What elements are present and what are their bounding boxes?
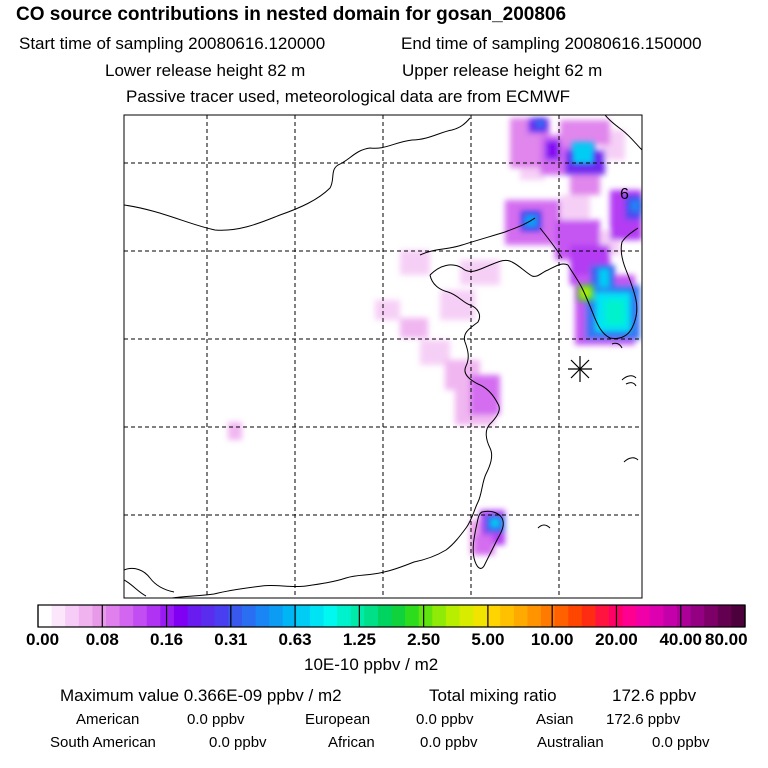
region-value: 0.0 ppbv xyxy=(652,734,710,751)
colorbar-swatch xyxy=(391,605,406,627)
receptor-marker xyxy=(568,356,592,382)
colorbar-tick-label: 1.25 xyxy=(342,630,376,649)
region-name: Asian xyxy=(536,711,574,728)
colorbar-swatch xyxy=(663,605,678,627)
colorbar-swatch xyxy=(513,605,529,627)
colorbar-swatch xyxy=(473,605,488,627)
colorbar-tick-label: 10.00 xyxy=(530,630,574,649)
colorbar-swatch xyxy=(255,605,270,627)
colorbar-swatch xyxy=(432,605,447,627)
region-name: African xyxy=(328,734,375,751)
region-name: American xyxy=(76,711,140,728)
upper-release-label: Upper release height 62 m xyxy=(402,61,603,80)
colorbar-swatch xyxy=(309,605,325,627)
colorbar-swatch xyxy=(445,605,461,627)
plot-title: CO source contributions in nested domain… xyxy=(16,4,567,25)
colorbar-swatch xyxy=(377,605,393,627)
region-value: 0.0 ppbv xyxy=(416,711,474,728)
colorbar-swatch xyxy=(105,605,121,627)
colorbar-swatch xyxy=(173,605,189,627)
region-value: 172.6 ppbv xyxy=(606,711,681,728)
colorbar-tick-label: 0.63 xyxy=(278,630,312,649)
colorbar-swatch xyxy=(119,605,134,627)
colorbar-swatch xyxy=(337,605,352,627)
colorbar-swatch xyxy=(527,605,542,627)
colorbar-swatch xyxy=(214,605,229,627)
colorbar-swatch xyxy=(78,605,93,627)
colorbar-swatch xyxy=(731,605,746,627)
colorbar-swatch xyxy=(690,605,705,627)
coastlines xyxy=(124,115,642,598)
colorbar-swatch xyxy=(677,605,692,627)
colorbar-swatch xyxy=(269,605,284,627)
start-time-label: Start time of sampling 20080616.120000 xyxy=(19,34,326,53)
colorbar-tick-label: 5.00 xyxy=(471,630,505,649)
lower-release-label: Lower release height 82 m xyxy=(105,61,306,80)
colorbar-swatch xyxy=(296,605,311,627)
map-corner-label: 6 xyxy=(620,186,629,203)
region-name: European xyxy=(305,711,371,728)
colorbar-swatch xyxy=(228,605,243,627)
colorbar-tick-label: 40.00 xyxy=(659,630,702,649)
colorbar-swatch xyxy=(187,605,202,627)
map-frame xyxy=(123,114,643,599)
colorbar-swatch xyxy=(38,605,53,627)
colorbar-swatch xyxy=(717,605,733,627)
colorbar-swatch xyxy=(581,605,597,627)
colorbar-tick-label: 0.31 xyxy=(214,630,248,649)
colorbar-swatch xyxy=(486,605,501,627)
end-time-label: End time of sampling 20080616.150000 xyxy=(401,34,702,53)
colorbar-swatch xyxy=(323,605,338,627)
colorbar-swatch xyxy=(282,605,297,627)
total-mixing-label: Total mixing ratio xyxy=(429,686,557,705)
colorbar-swatch xyxy=(568,605,583,627)
region-value: 0.0 ppbv xyxy=(209,734,267,751)
colorbar-swatch xyxy=(160,605,175,627)
total-mixing-value: 172.6 ppbv xyxy=(612,686,697,705)
colorbar-swatch xyxy=(146,605,161,627)
max-value-label: Maximum value 0.366E-09 ppbv / m2 xyxy=(60,686,342,705)
lat-lon-grid xyxy=(124,115,642,598)
colorbar-swatch xyxy=(133,605,148,627)
colorbar-swatch xyxy=(704,605,719,627)
colorbar-swatch xyxy=(500,605,515,627)
colorbar xyxy=(37,604,746,628)
colorbar-tick-label: 0.08 xyxy=(85,630,119,649)
colorbar-swatch xyxy=(649,605,665,627)
colorbar-tick-label: 80.00 xyxy=(705,630,748,649)
colorbar-swatch xyxy=(541,605,556,627)
colorbar-swatch xyxy=(241,605,257,627)
colorbar-tick-label: 20.00 xyxy=(595,630,638,649)
colorbar-tick-label: 2.50 xyxy=(407,630,441,649)
colorbar-swatch xyxy=(405,605,420,627)
colorbar-swatch xyxy=(65,605,80,627)
region-name: Australian xyxy=(537,734,604,751)
colorbar-unit: 10E-10 ppbv / m2 xyxy=(304,655,439,674)
colorbar-swatch xyxy=(364,605,379,627)
plume-field xyxy=(228,118,642,555)
region-name: South American xyxy=(50,734,156,751)
colorbar-swatch xyxy=(554,605,569,627)
colorbar-swatch xyxy=(636,605,651,627)
colorbar-border xyxy=(37,604,746,628)
colorbar-swatch xyxy=(418,605,433,627)
colorbar-swatch xyxy=(51,605,66,627)
colorbar-swatch xyxy=(622,605,637,627)
colorbar-tick-label: 0.00 xyxy=(26,630,60,649)
region-value: 0.0 ppbv xyxy=(420,734,478,751)
tracer-note: Passive tracer used, meteorological data… xyxy=(126,87,571,106)
colorbar-swatch xyxy=(595,605,610,627)
colorbar-tick-label: 0.16 xyxy=(149,630,184,649)
colorbar-swatch xyxy=(92,605,107,627)
region-value: 0.0 ppbv xyxy=(187,711,245,728)
colorbar-swatch xyxy=(201,605,216,627)
colorbar-swatch xyxy=(459,605,474,627)
colorbar-swatch xyxy=(350,605,365,627)
